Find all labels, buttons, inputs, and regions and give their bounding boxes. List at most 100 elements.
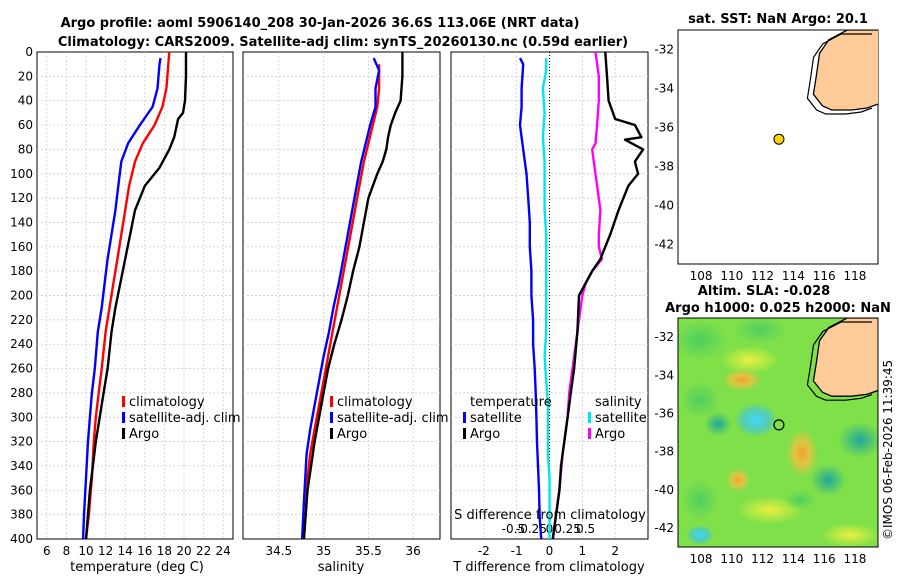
y-tick-label: 100 bbox=[10, 167, 33, 181]
legend-label-satellite-adj: satellite-adj. clim bbox=[129, 411, 241, 426]
x-tick-label: 2 bbox=[611, 544, 619, 558]
x-tick-label: 36 bbox=[405, 544, 420, 558]
x-tick-label-secondary: 0.25 bbox=[554, 522, 581, 536]
x-tick-label-secondary: -0.25 bbox=[516, 522, 547, 536]
map-y-tick-label: -42 bbox=[654, 521, 674, 535]
map-x-tick-label: 110 bbox=[720, 269, 743, 283]
difference-xlabel-top: S difference from climatology bbox=[454, 508, 646, 523]
salinity-xlabel: salinity bbox=[318, 560, 365, 575]
sla-land bbox=[813, 318, 878, 397]
sla-heatmap bbox=[678, 318, 878, 547]
sla-blob bbox=[734, 318, 786, 344]
legend-swatch-s-satellite bbox=[588, 412, 591, 423]
sla-blob bbox=[682, 480, 718, 520]
series-line-t-argo bbox=[551, 51, 645, 540]
sla-blob bbox=[786, 429, 818, 477]
x-tick-label: 14 bbox=[118, 544, 133, 558]
series-line-climatology bbox=[84, 51, 171, 540]
sla-blob bbox=[686, 525, 714, 545]
map-x-tick-label: 116 bbox=[813, 552, 836, 566]
map-x-tick-label: 118 bbox=[843, 269, 866, 283]
series-line-argo bbox=[302, 52, 404, 540]
sst-shelf-contour bbox=[806, 33, 873, 115]
imos-credit: ©IMOS 06-Feb-2026 11:39:45 bbox=[881, 360, 895, 540]
map-y-tick-label: -38 bbox=[654, 445, 674, 459]
legend-label-t-satellite: satellite bbox=[470, 411, 522, 426]
map-y-tick-label: -38 bbox=[654, 160, 674, 174]
legend-swatch-satellite-adj bbox=[330, 412, 333, 423]
difference-legend-temperature: temperature satellite Argo bbox=[463, 395, 552, 442]
sla-blob bbox=[784, 490, 816, 510]
sst-map-content bbox=[806, 30, 878, 115]
sla-blob bbox=[678, 320, 728, 360]
map-x-tick-label: 114 bbox=[782, 269, 805, 283]
sla-argo-marker bbox=[773, 419, 785, 431]
map-y-tick-label: -32 bbox=[654, 43, 674, 57]
y-tick-label: 280 bbox=[10, 386, 33, 400]
y-tick-label: 160 bbox=[10, 240, 33, 254]
sla-blob bbox=[680, 382, 720, 418]
map-y-tick-label: -36 bbox=[654, 406, 674, 420]
sla-blob bbox=[820, 523, 878, 547]
map-y-tick-label: -34 bbox=[654, 82, 674, 96]
y-tick-label: 200 bbox=[10, 289, 33, 303]
map-y-tick-label: -40 bbox=[654, 483, 674, 497]
legend-label-t-argo: Argo bbox=[470, 427, 500, 442]
map-x-tick-label: 112 bbox=[751, 552, 774, 566]
legend-swatch-s-argo bbox=[588, 428, 591, 439]
legend-label-satellite-adj: satellite-adj. clim bbox=[337, 411, 449, 426]
y-tick-label: 120 bbox=[10, 191, 33, 205]
sla-blob bbox=[720, 346, 780, 374]
legend-swatch-climatology bbox=[122, 396, 125, 407]
legend-label-argo: Argo bbox=[129, 427, 159, 442]
x-tick-label: 12 bbox=[98, 544, 113, 558]
x-tick-label: 24 bbox=[216, 544, 231, 558]
y-tick-label: 220 bbox=[10, 313, 33, 327]
sst-map-title: sat. SST: NaN Argo: 20.1 bbox=[688, 12, 868, 27]
y-tick-label: 80 bbox=[18, 142, 33, 156]
x-tick-label: -1 bbox=[511, 544, 523, 558]
y-tick-label: 180 bbox=[10, 264, 33, 278]
y-tick-label: 20 bbox=[18, 69, 33, 83]
map-y-tick-label: -36 bbox=[654, 121, 674, 135]
x-tick-label: 10 bbox=[78, 544, 93, 558]
sla-coastline bbox=[812, 318, 878, 397]
sla-blob bbox=[734, 403, 778, 437]
sla-blob bbox=[810, 464, 846, 496]
salinity-legend: climatology satellite-adj. clim Argo bbox=[330, 395, 449, 442]
title-line-2: Climatology: CARS2009. Satellite-adj cli… bbox=[58, 35, 628, 50]
temperature-xlabel: temperature (deg C) bbox=[70, 560, 204, 575]
sst-argo-marker bbox=[773, 133, 785, 145]
y-tick-label: 60 bbox=[18, 118, 33, 132]
x-tick-label: 1 bbox=[579, 544, 587, 558]
series-line-s-satellite bbox=[541, 58, 551, 539]
y-tick-label: 240 bbox=[10, 337, 33, 351]
map-x-tick-label: 118 bbox=[843, 552, 866, 566]
y-tick-label: 380 bbox=[10, 508, 33, 522]
x-tick-label-secondary: -0.5 bbox=[502, 522, 525, 536]
x-tick-label: 0 bbox=[546, 544, 554, 558]
sla-map-title-2: Argo h1000: 0.025 h2000: NaN bbox=[665, 301, 891, 316]
legend-heading-salinity: salinity bbox=[595, 395, 642, 410]
y-tick-label: 360 bbox=[10, 483, 33, 497]
legend-swatch-satellite-adj bbox=[122, 412, 125, 423]
series-line-t-satellite bbox=[518, 57, 543, 540]
sla-blob bbox=[704, 412, 732, 436]
x-tick-label: 34.5 bbox=[265, 544, 292, 558]
sla-blob bbox=[838, 422, 878, 458]
y-tick-label: 0 bbox=[25, 45, 33, 59]
series-line-satellite-adj-clim bbox=[300, 57, 381, 540]
x-tick-label: 6 bbox=[43, 544, 51, 558]
map-y-tick-label: -40 bbox=[654, 199, 674, 213]
map-x-tick-label: 116 bbox=[813, 269, 836, 283]
series-line-satellite-adj-clim bbox=[81, 57, 162, 540]
map-y-tick-label: -34 bbox=[654, 368, 674, 382]
difference-legend-salinity: salinity satellite Argo bbox=[588, 395, 647, 442]
map-y-tick-label: -32 bbox=[654, 330, 674, 344]
map-x-tick-label: 110 bbox=[720, 552, 743, 566]
y-tick-label: 300 bbox=[10, 410, 33, 424]
x-tick-label: 22 bbox=[196, 544, 211, 558]
y-tick-label: 260 bbox=[10, 362, 33, 376]
y-tick-label: 40 bbox=[18, 94, 33, 108]
